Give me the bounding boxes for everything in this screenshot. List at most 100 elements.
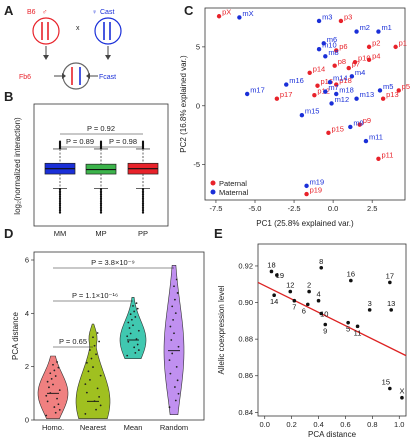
point-label-p8: p8 — [338, 57, 346, 66]
parent-cast-label: Cast — [100, 9, 114, 16]
point-label-p19: p19 — [310, 186, 323, 195]
box-outlier — [58, 191, 62, 194]
category-homo: Homo. — [42, 423, 64, 432]
point-p13 — [380, 96, 386, 101]
category-mp: MP — [95, 229, 106, 238]
point-label-m4: m4 — [355, 68, 365, 77]
point-label-m16: m16 — [289, 76, 304, 85]
violin-point — [52, 383, 54, 386]
point-label-17: 17 — [386, 271, 394, 280]
violin-point — [168, 406, 171, 409]
point-label-19: 19 — [276, 271, 284, 280]
box-outlier — [141, 198, 145, 202]
point-label-m15: m15 — [305, 107, 320, 116]
violin-point — [169, 372, 172, 375]
point-18 — [269, 269, 274, 274]
point-m1 — [376, 29, 381, 34]
violin-point — [135, 338, 138, 340]
point-p15 — [326, 130, 331, 136]
x-tick-label: 1.0 — [394, 420, 404, 429]
point-17 — [388, 280, 392, 285]
category-pp: PP — [138, 229, 148, 238]
violin-point — [132, 324, 134, 327]
violin-point — [170, 339, 173, 341]
box-outlier — [99, 198, 103, 202]
point-13 — [389, 308, 394, 312]
box-outlier — [58, 197, 62, 200]
box-outlier — [141, 140, 145, 143]
female-symbol: ♀ — [92, 9, 97, 16]
violin-point — [134, 316, 137, 318]
violin-point — [45, 394, 48, 397]
point-label-p14: p14 — [313, 64, 326, 73]
male-symbol: ♂ — [42, 9, 47, 16]
panel-c: C -7.5 -5.0 -2.5 0.0 2.5 -5 0 5 pX p3 p1 p2 p6 p4p10… — [179, 3, 410, 228]
box-outlier — [99, 202, 103, 205]
point-label-p17: p17 — [280, 90, 293, 99]
violin-point — [177, 345, 180, 348]
violin-point — [57, 366, 60, 369]
violin-point — [174, 386, 176, 388]
x-tick-label: 2.5 — [367, 204, 377, 213]
point-m18 — [334, 91, 339, 97]
point-2 — [307, 289, 311, 294]
point-m14 — [327, 80, 333, 85]
x-tick-label: 0.0 — [260, 420, 270, 429]
violin-point — [168, 359, 171, 362]
point-m10 — [316, 47, 322, 52]
violin-point — [93, 400, 96, 403]
box-outlier — [141, 206, 145, 209]
violin-point — [176, 379, 179, 382]
point-p16 — [315, 83, 320, 88]
point-8 — [319, 265, 324, 270]
point-label-10: 10 — [320, 310, 328, 319]
point-p17 — [274, 96, 280, 101]
point-11 — [355, 324, 360, 329]
x-tick-label: -2.5 — [288, 204, 301, 213]
box-outlier — [99, 200, 103, 203]
point-label-X: X — [399, 387, 404, 396]
cross-symbol: x — [76, 25, 80, 32]
panel-a: A B6 ♂ x ♀ Cast Fb6 Fcast — [4, 3, 122, 90]
violin-point — [129, 332, 132, 335]
x-tick-label: -7.5 — [209, 204, 222, 213]
y-tick-label: 0 — [196, 101, 200, 110]
category-nearest: Nearest — [80, 423, 107, 432]
box-outlier — [99, 211, 103, 214]
point-16 — [349, 278, 353, 283]
point-m4 — [349, 74, 355, 79]
violin-point — [175, 365, 178, 368]
panel-e-ticks: 0.0 0.2 0.4 0.6 0.8 1.0 0.84 0.86 0.88 0.90 0.92 — [238, 261, 404, 429]
violin-point — [54, 411, 57, 414]
box-outlier — [141, 202, 145, 205]
point-label-12: 12 — [286, 281, 294, 290]
violin-point — [58, 389, 61, 392]
box-outlier — [58, 200, 62, 203]
point-m9 — [348, 124, 353, 130]
category-mean: Mean — [124, 423, 143, 432]
point-label-13: 13 — [387, 299, 395, 308]
panel-b: B log₂(normalized interaction) MM MP PP … — [4, 89, 169, 238]
panel-d-ticks: 0 2 4 6 — [25, 256, 34, 425]
point-label-p10: p10 — [358, 54, 371, 63]
violin-point — [56, 361, 58, 363]
point-label-m7: m7 — [328, 83, 338, 92]
point-label-m18: m18 — [339, 85, 354, 94]
violin-point — [128, 327, 131, 329]
point-p1 — [393, 44, 398, 50]
panel-e-letter: E — [214, 226, 223, 241]
violin-point — [89, 378, 91, 381]
box-outlier — [141, 191, 145, 194]
point-12 — [288, 289, 293, 294]
point-label-m6: m6 — [327, 35, 337, 44]
fcast-label: Fcast — [99, 74, 116, 81]
box-outlier — [99, 193, 103, 196]
y-tick-label: 6 — [25, 256, 29, 265]
legend-maternal: Maternal — [219, 188, 249, 197]
box-outlier — [141, 195, 145, 198]
point-label-p15: p15 — [331, 124, 344, 133]
y-tick-label: 0.88 — [238, 335, 253, 344]
point-m5 — [377, 88, 383, 93]
point-p7 — [346, 65, 351, 71]
